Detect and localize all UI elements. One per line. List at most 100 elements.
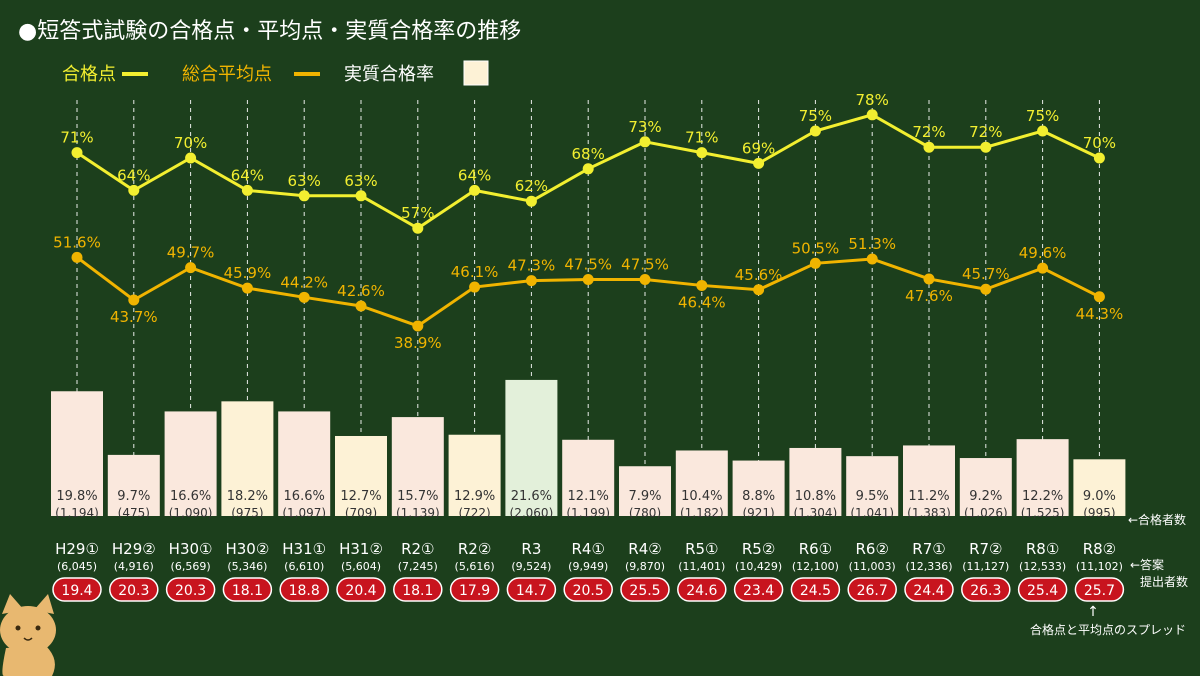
avg-score-label: 44.2%: [280, 273, 328, 291]
pass-score-point: [128, 184, 140, 196]
spread-badge: [961, 577, 1011, 602]
rate-bar: [846, 456, 899, 516]
category-label: R6①: [799, 540, 832, 558]
submitters-label: (11,127): [962, 560, 1009, 573]
spread-value: 20.5: [573, 583, 604, 599]
rate-label: 16.6%: [170, 489, 211, 504]
pass-score-label: 64%: [458, 166, 491, 184]
passers-label: (921): [742, 506, 774, 520]
spread-value: 19.4: [61, 583, 92, 599]
spread-badge: [904, 577, 954, 602]
rate-bar: [675, 450, 728, 516]
submitters-label: (12,100): [792, 560, 839, 573]
rate-label: 15.7%: [397, 489, 438, 504]
rate-label: 18.2%: [227, 489, 268, 504]
pass-score-point: [241, 184, 253, 196]
submitters-label: (10,429): [735, 560, 782, 573]
spread-value: 18.8: [289, 583, 320, 599]
cat-head: [0, 606, 56, 654]
passers-label: (975): [231, 506, 263, 520]
passers-label: (995): [1083, 506, 1115, 520]
avg-score-point: [241, 282, 253, 294]
pass-score-point: [639, 136, 651, 148]
spread-value: 23.4: [743, 583, 774, 599]
pass-score-label: 57%: [401, 204, 434, 222]
rate-label: 9.5%: [856, 489, 889, 504]
category-label: R7②: [969, 540, 1002, 558]
category-label: H29②: [112, 540, 156, 558]
spread-badge: [52, 577, 102, 602]
rate-bar: [505, 379, 558, 516]
avg-score-label: 47.5%: [621, 256, 669, 274]
pass-score-label: 64%: [231, 166, 264, 184]
category-label: H30②: [225, 540, 269, 558]
rate-label: 19.8%: [56, 489, 97, 504]
annotation-spread-arrow: ↑: [1087, 604, 1099, 620]
avg-score-point: [71, 251, 83, 263]
pass-score-label: 71%: [60, 129, 93, 147]
pass-score-label: 63%: [288, 172, 321, 190]
passers-label: (1,525): [1021, 506, 1065, 520]
rate-label: 11.2%: [908, 489, 949, 504]
category-label: R8②: [1083, 540, 1116, 558]
legend: 合格点 総合平均点 実質合格率: [62, 60, 489, 86]
spread-badge: [222, 577, 273, 602]
avg-score-point: [866, 253, 878, 265]
category-label: R4①: [571, 540, 604, 558]
category-label: H31②: [339, 540, 383, 558]
passers-label: (722): [458, 506, 490, 520]
category-label: R2②: [458, 540, 491, 558]
rate-bar: [335, 435, 387, 516]
spread-value: 25.7: [1084, 583, 1115, 599]
rate-bar: [448, 434, 501, 516]
rate-bar: [732, 460, 785, 516]
spread-badge: [165, 577, 216, 602]
submitters-label: (11,003): [849, 560, 896, 573]
avg-score-point: [185, 262, 197, 274]
avg-score-label: 51.3%: [848, 235, 896, 253]
submitters-label: (9,949): [568, 560, 608, 573]
pass-score-point: [1037, 125, 1049, 137]
rate-label: 12.2%: [1022, 489, 1063, 504]
avg-score-point: [923, 273, 935, 285]
spread-badge: [790, 577, 841, 602]
pass-score-point: [809, 125, 821, 137]
rate-bar: [789, 447, 842, 516]
rate-bar: [1016, 439, 1069, 516]
avg-score-point: [525, 275, 537, 287]
pass-score-point: [525, 195, 537, 207]
passers-label: (2,060): [510, 506, 554, 520]
avg-score-point: [980, 283, 992, 295]
rate-bar: [959, 458, 1012, 516]
submitters-label: (11,401): [678, 560, 725, 573]
avg-score-label: 46.1%: [451, 263, 499, 281]
pass-score-label: 73%: [628, 118, 661, 136]
legend-rate-label: 実質合格率: [344, 64, 434, 85]
spread-value: 26.7: [857, 583, 888, 599]
avg-score-point: [1093, 291, 1105, 303]
submitters-label: (4,916): [114, 560, 154, 573]
rate-label: 10.8%: [795, 489, 836, 504]
category-label: R7①: [912, 540, 945, 558]
spread-badge: [677, 577, 727, 602]
pass-score-label: 72%: [912, 123, 945, 141]
rate-bar: [51, 391, 103, 516]
avg-score-point: [355, 300, 367, 312]
annotation-spread: 合格点と平均点のスプレッド: [1030, 622, 1186, 637]
pass-score-label: 70%: [174, 134, 207, 152]
submitters-label: (5,346): [227, 560, 267, 573]
avg-score-label: 46.4%: [678, 293, 726, 311]
rate-label: 9.0%: [1083, 489, 1116, 504]
cat-mascot: [0, 594, 56, 676]
rate-label: 16.6%: [284, 489, 325, 504]
passers-label: (1,194): [55, 506, 99, 520]
pass-score-label: 75%: [1026, 107, 1059, 125]
pass-score-point: [696, 147, 708, 159]
pass-score-point: [355, 190, 367, 202]
category-label: R3: [521, 540, 541, 558]
avg-score-label: 42.6%: [337, 282, 385, 300]
spread-value: 20.3: [175, 583, 206, 599]
pass-score-point: [923, 141, 935, 153]
rate-bar: [221, 401, 274, 516]
rate-label: 12.7%: [340, 489, 381, 504]
